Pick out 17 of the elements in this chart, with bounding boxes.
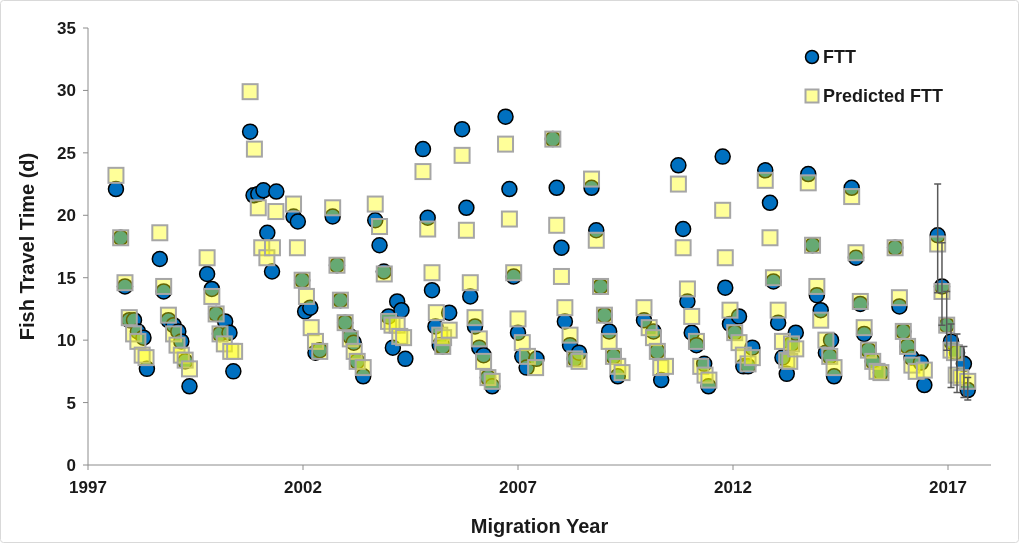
x-tick-label: 2017 [929, 478, 967, 497]
y-tick-label: 10 [57, 331, 76, 351]
legend-label: FTT [823, 47, 856, 68]
y-tick-label: 5 [66, 393, 76, 413]
y-axis-title: Fish Travel Time (d) [16, 152, 38, 341]
x-tick-label: 1997 [69, 478, 107, 497]
x-axis-title: Migration Year [470, 515, 609, 537]
y-tick-label: 20 [57, 206, 76, 226]
x-tick-label: 2007 [499, 478, 537, 497]
y-tick-label: 35 [57, 18, 76, 38]
y-tick-label: 0 [66, 455, 76, 475]
legend-label: Predicted FTT [823, 86, 944, 107]
y-tick-label: 15 [57, 268, 76, 288]
y-tick-label: 25 [57, 143, 76, 163]
x-tick-label: 2002 [284, 478, 322, 497]
x-tick-label: 2012 [714, 478, 752, 497]
y-tick-label: 30 [57, 81, 76, 101]
